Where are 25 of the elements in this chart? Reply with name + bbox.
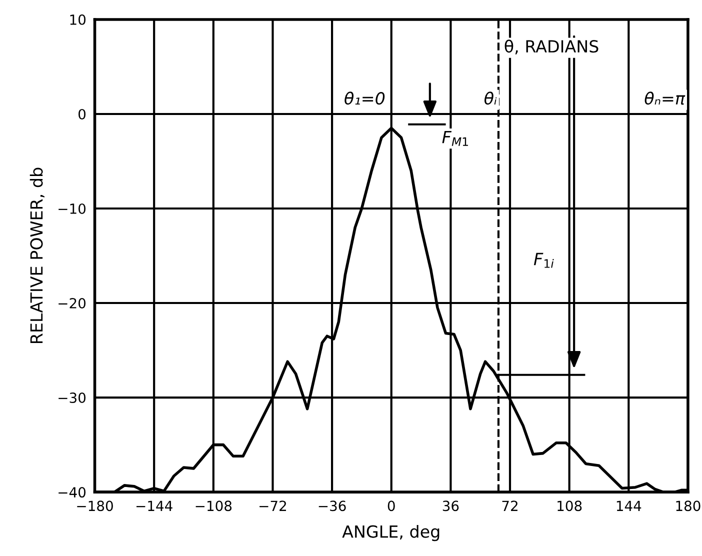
x-tick-label: −144 xyxy=(136,500,172,511)
y-axis-title: RELATIVE POWER, db xyxy=(30,168,44,343)
annotation: θᵢ xyxy=(484,92,497,105)
y-tick-label: 10 xyxy=(70,14,86,25)
annotation: F$_{M1}$ xyxy=(442,131,468,146)
y-tick-label: −10 xyxy=(58,203,86,214)
y-tick-label: −20 xyxy=(58,298,86,308)
y-tick-label: −30 xyxy=(58,392,86,404)
x-tick-label: −72 xyxy=(260,500,286,511)
x-tick-label: 72 xyxy=(502,500,518,511)
annotation: θ₁=0 xyxy=(344,92,385,105)
x-tick-label: 36 xyxy=(442,500,459,512)
annotation: θₙ=π xyxy=(644,92,686,105)
x-tick-label: −108 xyxy=(196,500,232,512)
y-tick-label: −40 xyxy=(58,487,86,498)
x-tick-label: −180 xyxy=(77,500,113,512)
x-tick-label: 144 xyxy=(616,500,642,511)
annotation: F$_{1i}$ xyxy=(534,252,554,268)
annotation: θ, RADIANS xyxy=(504,40,598,54)
x-tick-label: 0 xyxy=(388,500,395,512)
x-tick-label: 180 xyxy=(676,500,700,512)
y-tick-label: 0 xyxy=(78,108,86,120)
x-axis-title: ANGLE, deg xyxy=(342,524,440,542)
x-tick-label: 108 xyxy=(558,500,582,512)
x-tick-label: −36 xyxy=(318,500,346,512)
